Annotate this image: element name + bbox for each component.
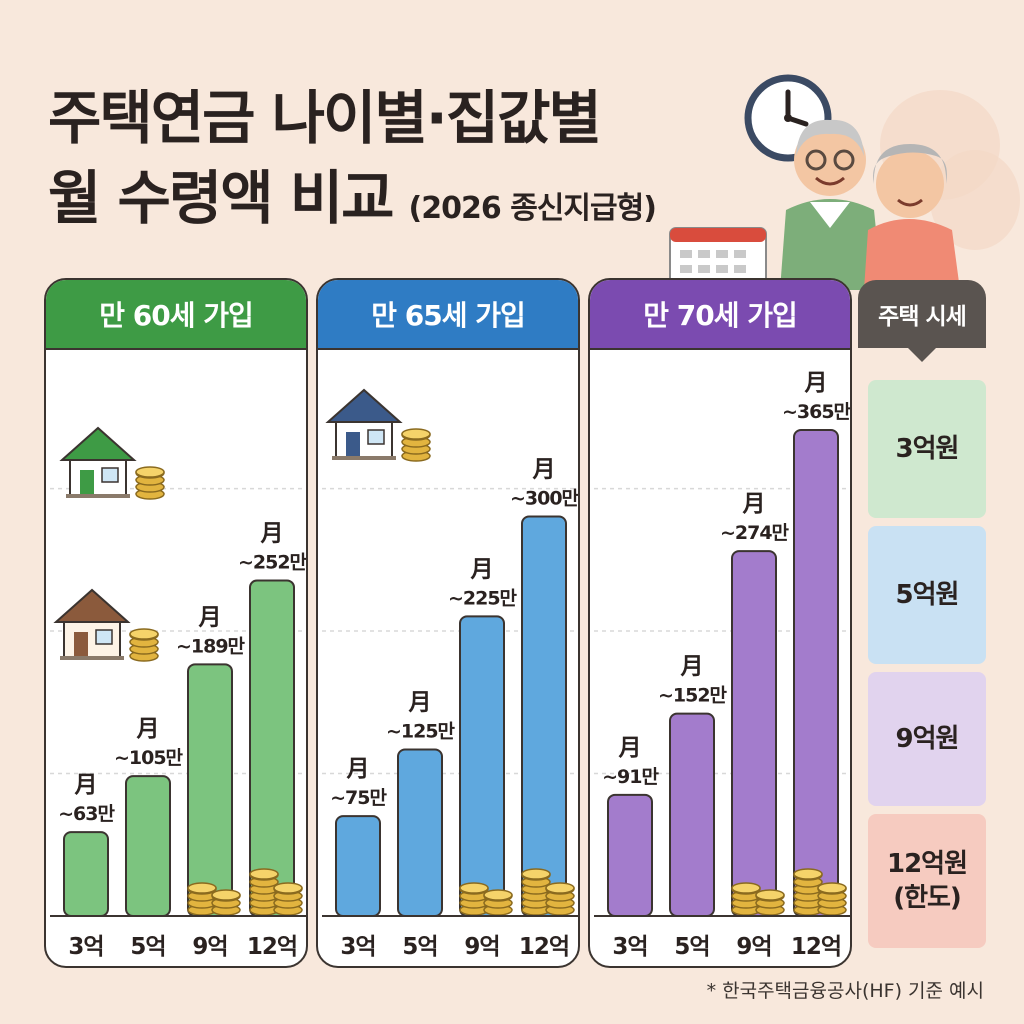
tick-label: 5억 (402, 934, 437, 960)
value-unit-label: 月 (470, 556, 494, 582)
bar (521, 515, 567, 918)
bar (397, 748, 443, 918)
tick-label: 9억 (736, 934, 771, 960)
coin-stack-icon (187, 882, 217, 916)
bar (607, 793, 653, 918)
clock-icon (744, 74, 832, 162)
coin-stack-icon (273, 882, 303, 916)
value-label: ~300만 (510, 488, 580, 510)
house-price-header: 주택 시세 (858, 280, 986, 362)
value-label: ~63만 (58, 803, 115, 825)
value-label: ~225만 (448, 587, 518, 609)
green-house-icon (59, 426, 137, 498)
tick-label: 12억 (247, 934, 297, 960)
coin-stack-icon (755, 889, 785, 916)
bar (669, 712, 715, 917)
bar (335, 815, 381, 918)
value-label: ~91만 (602, 766, 659, 788)
tick-label: 12억 (519, 934, 569, 960)
brown-house-icon (53, 588, 131, 660)
header-illustration (669, 74, 960, 290)
coin-stack-icon (135, 466, 165, 500)
chart-age-60: 月 ~63만 3억 月 ~105만 5억 月 ~189만 9억 月 ~252만 12억 (50, 426, 308, 960)
value-label: ~252만 (238, 551, 308, 573)
title-line-1: 주택연금 나이별·집값별 (48, 84, 602, 152)
coin-stack-icon (521, 868, 551, 916)
house-price-3: 3억원 (868, 380, 986, 518)
coin-stack-icon (545, 882, 575, 916)
coin-stack-icon (459, 882, 489, 916)
bar (793, 428, 839, 917)
bar (249, 579, 295, 917)
value-unit-label: 月 (618, 735, 642, 761)
chart-age-65: 月 ~75만 3억 月 ~125만 5억 月 ~225만 9억 月 ~300만 12억 (322, 388, 580, 960)
value-unit-label: 月 (260, 520, 284, 546)
value-label: ~152만 (658, 685, 728, 707)
coin-stack-icon (793, 868, 823, 916)
value-label: ~105만 (114, 747, 184, 769)
coin-stack-icon (731, 882, 761, 916)
house-price-column: 주택 시세 3억원 5억원 9억원 12억원 (한도) (858, 280, 986, 948)
panel-header-age-60: 만 60세 가입 (46, 280, 306, 350)
tick-label: 5억 (130, 934, 165, 960)
panel-age-65: 만 65세 가입 月 ~75만 3억 月 ~125만 5억 月 ~225만 9억 月 ~300만 12… (316, 278, 580, 968)
source-note: * 한국주택금융공사(HF) 기준 예시 (706, 980, 984, 1002)
value-unit-label: 月 (136, 716, 160, 742)
panel-header-age-65: 만 65세 가입 (318, 280, 578, 350)
house-price-9: 9억원 (868, 672, 986, 806)
title-line-2: 월 수령액 비교 (48, 164, 395, 232)
panel-age-70: 만 70세 가입 月 ~91만 3억 月 ~152만 5억 月 ~274만 9억 月 ~365만 12… (588, 278, 852, 968)
tick-label: 3억 (68, 934, 103, 960)
tick-label: 9억 (464, 934, 499, 960)
value-label: ~125만 (386, 721, 456, 743)
tick-label: 3억 (612, 934, 647, 960)
value-unit-label: 月 (680, 654, 704, 680)
bar (459, 615, 505, 917)
tick-label: 3억 (340, 934, 375, 960)
value-unit-label: 月 (198, 604, 222, 630)
value-label: ~274만 (720, 522, 790, 544)
coin-stack-icon (483, 889, 513, 916)
coin-stack-icon (249, 868, 279, 916)
value-label: ~189만 (176, 635, 246, 657)
elderly-couple-icon (780, 119, 960, 290)
bar (63, 831, 109, 918)
title-subtitle: (2026 종신지급형) (408, 191, 657, 226)
value-unit-label: 月 (742, 491, 766, 517)
value-label: ~75만 (330, 787, 387, 809)
panel-age-60: 만 60세 가입 月 ~63만 3억 月 ~105만 5억 月 ~189만 9억 月 ~252만 12… (44, 278, 308, 968)
calendar-icon (669, 227, 767, 290)
bar (187, 663, 233, 917)
value-unit-label: 月 (74, 772, 98, 798)
house-price-5: 5억원 (868, 526, 986, 664)
chart-age-70: 月 ~91만 3억 月 ~152만 5억 月 ~274만 9억 月 ~365만 12억 (594, 370, 852, 960)
value-unit-label: 月 (346, 756, 370, 782)
coin-stack-icon (129, 628, 159, 662)
value-label: ~365만 (782, 401, 852, 423)
blue-house-icon (325, 388, 403, 460)
bar (731, 550, 777, 917)
tick-label: 12억 (791, 934, 841, 960)
value-unit-label: 月 (804, 370, 828, 396)
coin-stack-icon (817, 882, 847, 916)
tick-label: 9억 (192, 934, 227, 960)
value-unit-label: 月 (408, 690, 432, 716)
coin-stack-icon (401, 428, 431, 462)
panel-header-age-70: 만 70세 가입 (590, 280, 850, 350)
page-title: 주택연금 나이별·집값별 월 수령액 비교 (2026 종신지급형) (48, 78, 657, 249)
value-unit-label: 月 (532, 457, 556, 483)
house-price-12: 12억원 (한도) (868, 814, 986, 948)
coin-stack-icon (211, 889, 241, 916)
tick-label: 5억 (674, 934, 709, 960)
bar (125, 775, 171, 917)
